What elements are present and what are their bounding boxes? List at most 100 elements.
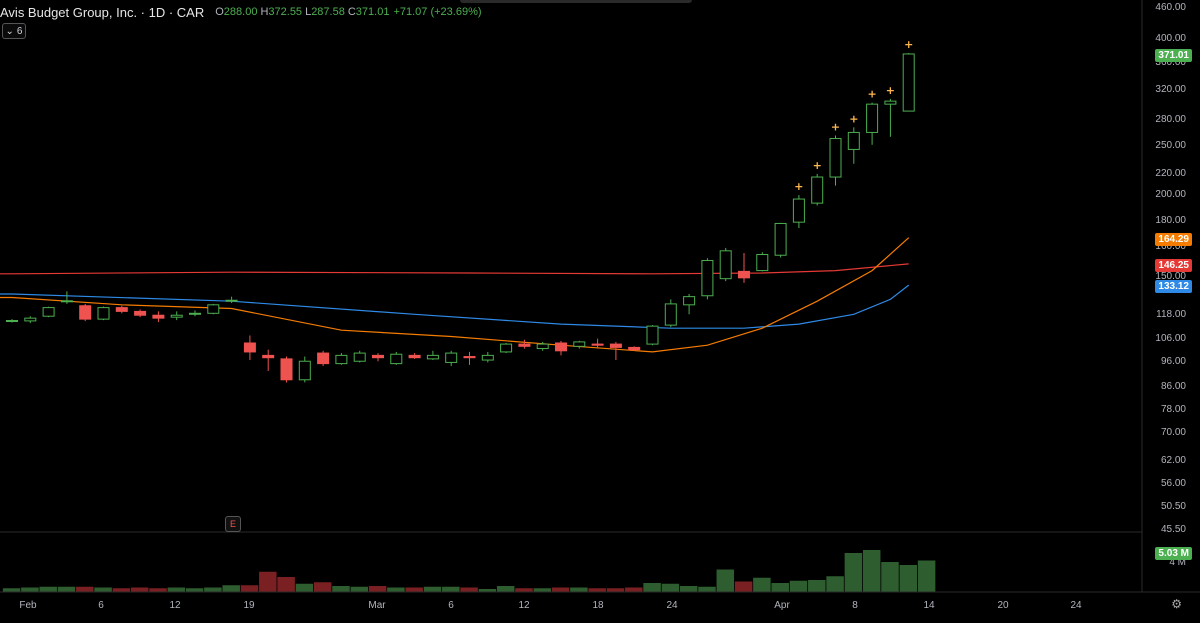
signal-marker: + — [813, 159, 822, 172]
time-tick-label: 20 — [997, 600, 1009, 611]
price-tick-label: 280.00 — [1155, 114, 1186, 125]
candle-up — [536, 343, 549, 350]
ma-red-line — [0, 263, 909, 275]
volume-bar — [625, 587, 643, 592]
candle-up — [189, 312, 201, 315]
candle-up — [42, 307, 55, 317]
candle-down — [408, 354, 421, 359]
candle-up — [719, 250, 732, 280]
candle-down — [115, 307, 128, 312]
volume-bar — [442, 586, 460, 592]
low-value: 287.58 — [311, 6, 345, 18]
candle-up — [207, 304, 220, 314]
price-tick-label: 320.00 — [1155, 84, 1186, 95]
volume-bar — [277, 577, 295, 592]
volume-bar — [917, 560, 936, 592]
volume-bar — [21, 587, 39, 592]
volume-bar — [332, 586, 350, 592]
volume-bar — [204, 587, 222, 592]
volume-bar — [570, 587, 588, 592]
price-tick-label: 160.00 — [1155, 241, 1186, 252]
volume-bar — [771, 583, 789, 592]
candle-down — [609, 343, 622, 348]
volume-bar — [149, 588, 167, 592]
candle-up — [902, 53, 915, 112]
signal-marker: + — [794, 180, 803, 193]
top-drag-handle[interactable] — [460, 0, 692, 3]
time-tick-label: 24 — [1070, 600, 1082, 611]
candle-down — [79, 305, 92, 320]
volume-bar — [844, 553, 863, 592]
candle-up — [683, 296, 696, 306]
time-tick-label: Feb — [19, 600, 37, 611]
candle-up — [829, 138, 842, 178]
volume-bar — [423, 586, 442, 592]
change-value: +71.07 (+23.69%) — [393, 6, 482, 18]
volume-bar — [185, 588, 204, 592]
signal-marker: + — [867, 88, 876, 101]
candle-down — [628, 346, 641, 351]
candle-up — [884, 100, 897, 105]
volume-bar — [167, 587, 186, 592]
candle-up — [811, 176, 824, 204]
volume-bar — [679, 586, 698, 592]
volume-tick-label: 4 M — [1169, 557, 1186, 568]
symbol-legend: Avis Budget Group, Inc. · 1D · CAR O 288.… — [0, 4, 482, 20]
volume-bar — [39, 586, 57, 592]
volume-bar — [716, 569, 735, 592]
last-price-tag: 371.01 — [1155, 49, 1192, 62]
candle-up — [573, 341, 586, 347]
price-tick-label: 86.00 — [1161, 381, 1186, 392]
candle-up — [298, 360, 311, 381]
candle-down — [317, 352, 330, 365]
volume-bar — [734, 581, 753, 592]
volume-bar — [94, 587, 112, 592]
indicators-toggle-button[interactable]: ⌄ 6 — [2, 23, 26, 39]
price-tick-label: 150.00 — [1155, 271, 1186, 282]
time-tick-label: 18 — [592, 600, 604, 611]
price-tick-label: 460.00 — [1155, 2, 1186, 13]
candle-up — [426, 354, 439, 360]
time-tick-label: Mar — [368, 600, 386, 611]
price-tick-label: 62.00 — [1161, 455, 1186, 466]
candle-up — [481, 354, 494, 361]
candle-down — [280, 358, 293, 381]
volume-bar — [515, 588, 533, 592]
candle-up — [225, 299, 238, 302]
time-tick-label: 6 — [98, 600, 104, 611]
ma-red-tag: 146.25 — [1155, 259, 1192, 272]
open-value: 288.00 — [223, 6, 258, 18]
price-tick-label: 250.00 — [1155, 140, 1186, 151]
candle-up — [390, 353, 403, 365]
ma-orange-tag: 164.29 — [1155, 233, 1192, 246]
candle-up — [756, 253, 769, 272]
candle-down — [152, 314, 165, 319]
volume-bar — [478, 589, 497, 592]
volume-bar — [643, 583, 661, 592]
close-value: 371.01 — [355, 6, 390, 18]
candle-down — [243, 342, 256, 353]
signal-marker: + — [849, 112, 858, 125]
candle-up — [353, 352, 366, 362]
volume-tag: 5.03 M — [1155, 547, 1192, 560]
candle-down — [372, 354, 384, 359]
volume-bar — [2, 588, 21, 592]
earnings-marker[interactable]: E — [225, 516, 241, 532]
volume-bar — [661, 583, 680, 592]
candle-down — [738, 270, 750, 279]
volume-bar — [112, 588, 131, 592]
volume-bar — [295, 583, 314, 592]
time-tick-label: 8 — [852, 600, 858, 611]
volume-bar — [862, 550, 881, 592]
volume-bar — [387, 587, 405, 592]
volume-bar — [551, 587, 570, 592]
symbol-title[interactable]: Avis Budget Group, Inc. · 1D · CAR — [0, 4, 205, 20]
candle-up — [866, 103, 879, 133]
volume-bar — [789, 580, 808, 592]
signal-marker: + — [886, 84, 895, 97]
volume-bar — [606, 588, 625, 592]
settings-gear-icon[interactable]: ⚙ — [1171, 597, 1182, 611]
time-tick-label: 24 — [666, 600, 678, 611]
